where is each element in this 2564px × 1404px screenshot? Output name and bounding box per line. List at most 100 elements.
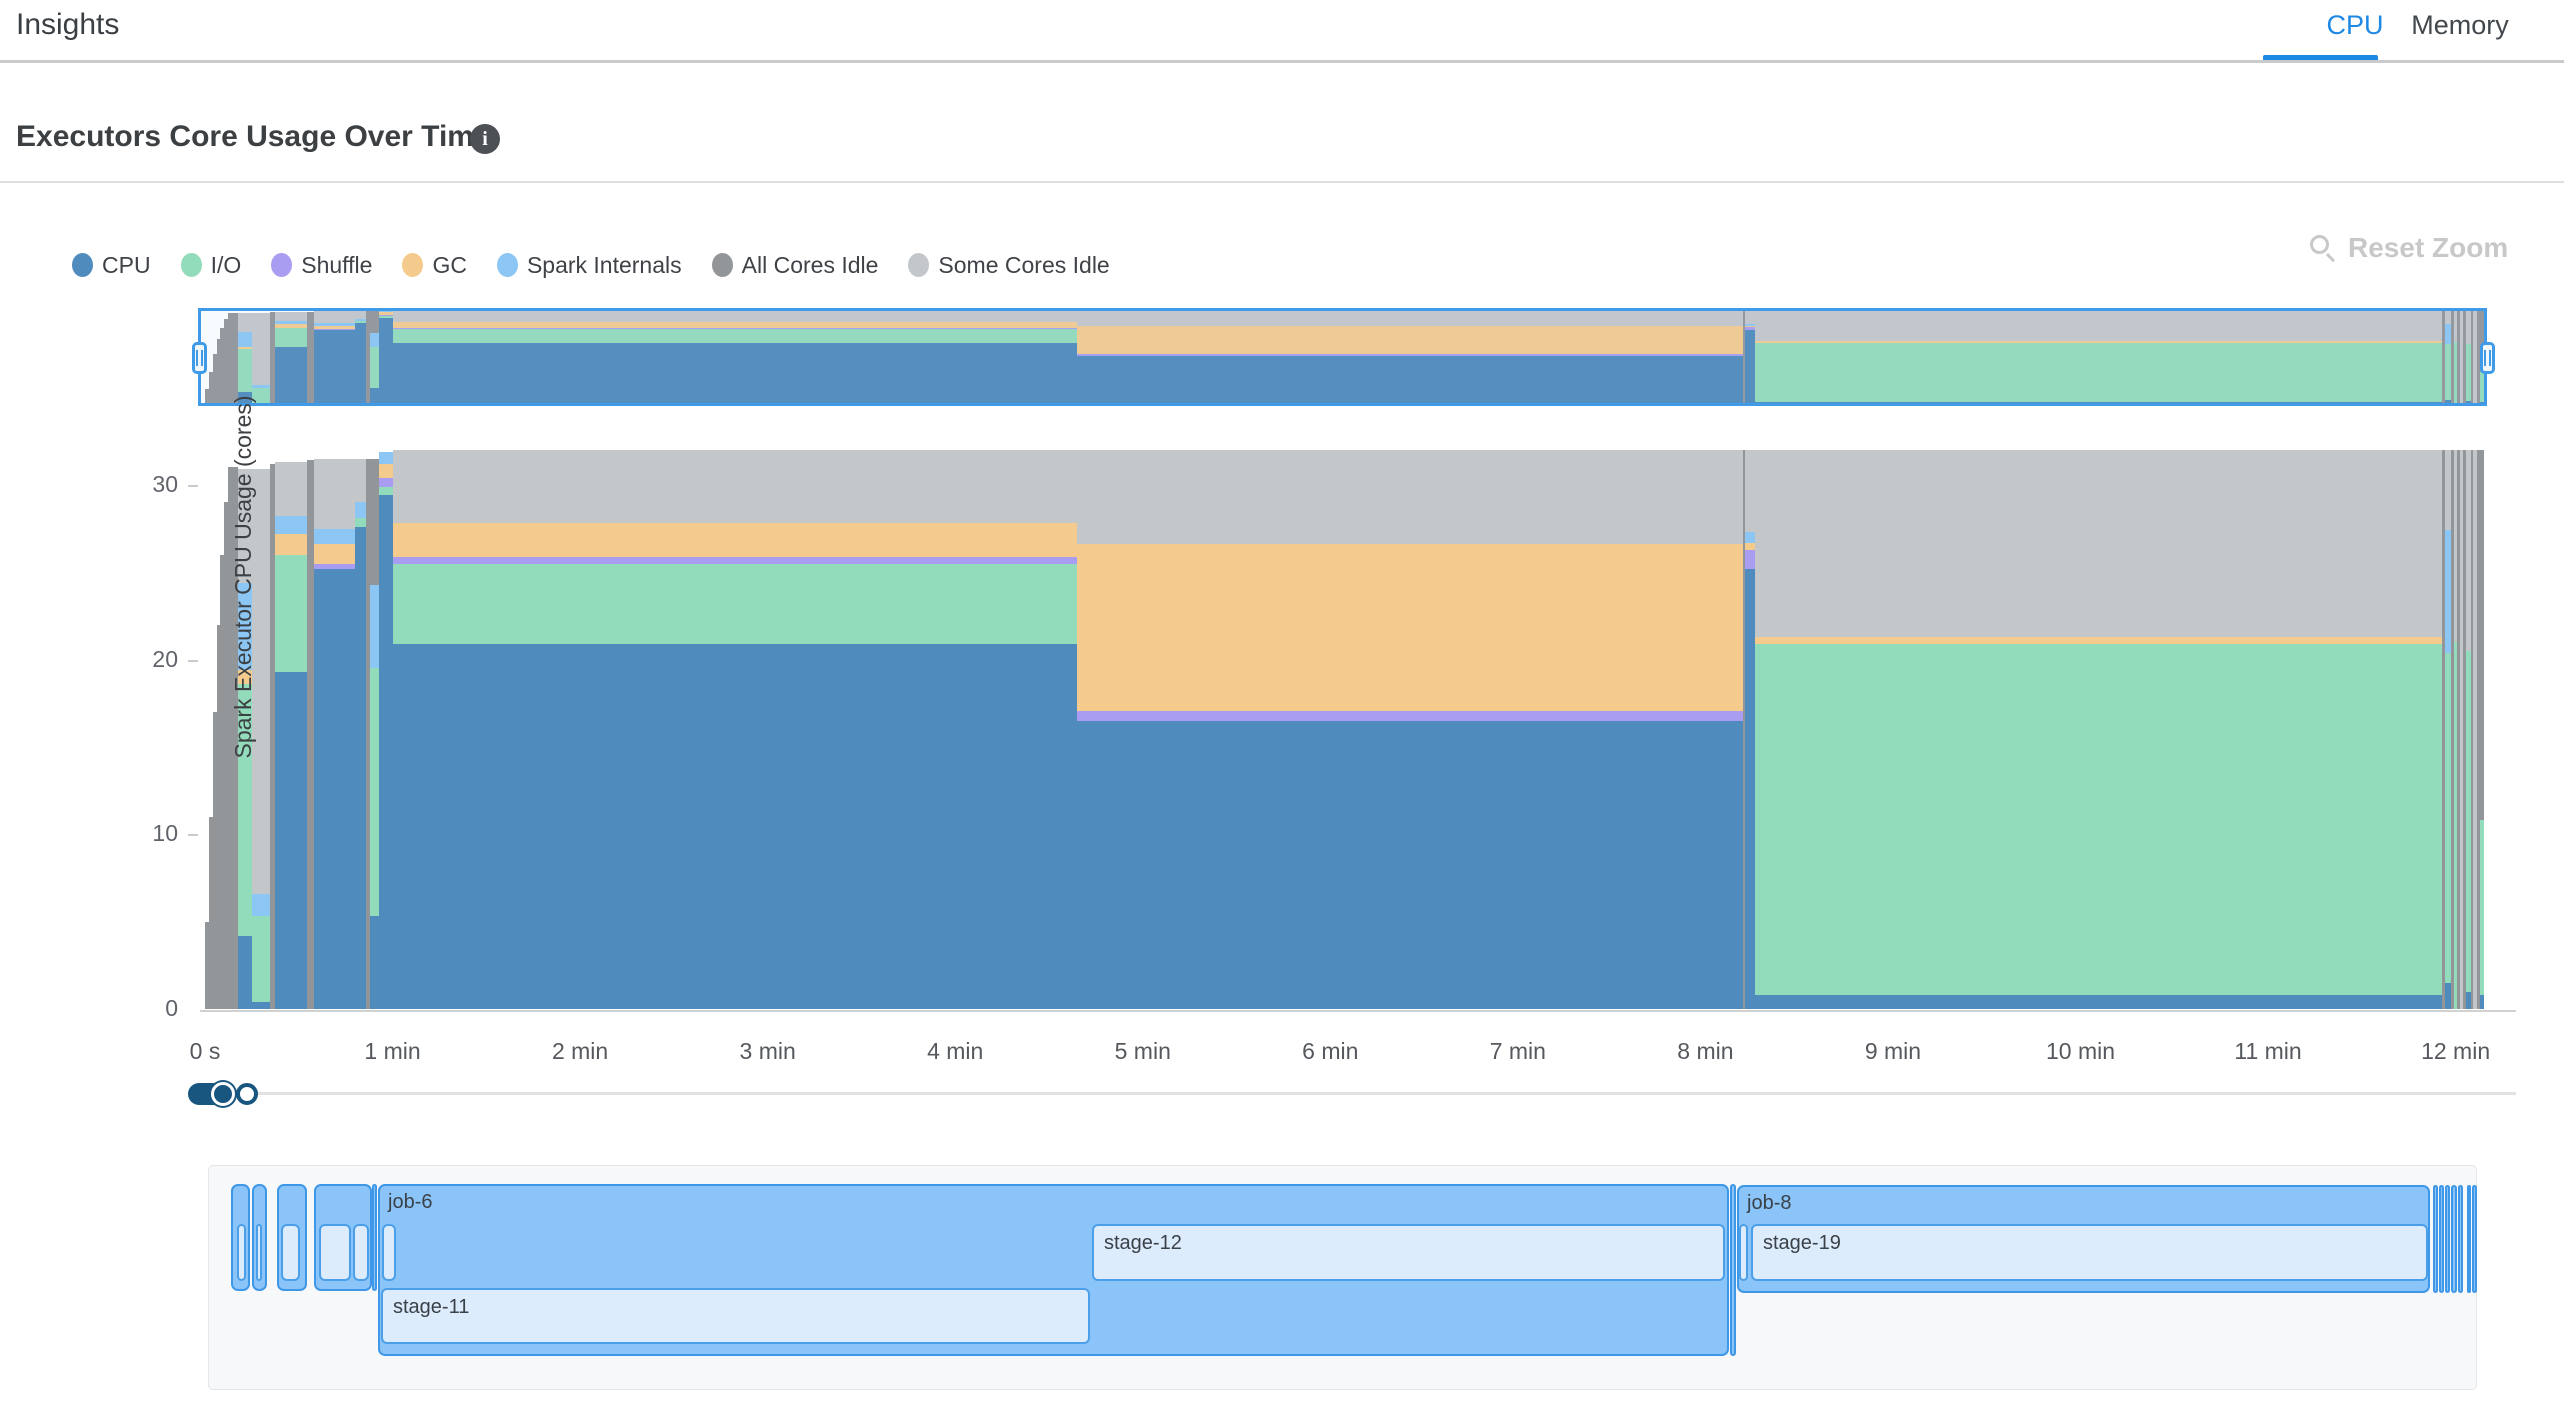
area-segment-cpu (275, 671, 308, 1009)
legend-item-allIdle: All Cores Idle (711, 252, 878, 279)
area-segment-io (251, 388, 270, 403)
x-tick-label: 8 min (1677, 1038, 1734, 1064)
area-segment-io (2465, 650, 2471, 992)
info-icon[interactable]: i (470, 124, 500, 154)
job-bar[interactable] (372, 1184, 377, 1291)
active-tab-underline (2263, 55, 2378, 61)
area-segment-someIdle (2445, 310, 2451, 324)
brush-handle-right[interactable] (2480, 342, 2495, 374)
reset-zoom-label: Reset Zoom (2348, 232, 2509, 263)
job-bar[interactable] (2467, 1185, 2471, 1293)
area-segment-someIdle (392, 450, 1078, 524)
x-tick-label: 7 min (1489, 1038, 1546, 1064)
area-segment-cpu (2445, 399, 2451, 404)
y-tick-mark (188, 659, 198, 662)
main-chart-plot[interactable] (200, 450, 2485, 1009)
job-bar[interactable] (2472, 1185, 2477, 1293)
area-segment-io (2453, 342, 2458, 404)
job-bar[interactable] (2439, 1185, 2444, 1293)
legend-dot-shuffle (271, 253, 293, 277)
area-segment-someIdle (251, 313, 270, 385)
brush-selection[interactable] (198, 308, 2487, 406)
job-bar[interactable] (2445, 1185, 2450, 1293)
legend-dot-cpu (72, 253, 93, 277)
area-segment-gc (313, 325, 356, 330)
area-segment-cpu (355, 322, 367, 404)
job-bar[interactable] (2451, 1185, 2457, 1293)
timeline-slider-handle-left[interactable] (211, 1082, 235, 1106)
area-segment-spark (379, 310, 393, 313)
tab-memory[interactable]: Memory (2411, 10, 2509, 40)
tab-cpu[interactable]: CPU (2326, 10, 2384, 40)
stage-bar[interactable] (256, 1224, 262, 1281)
area-segment-someIdle (275, 312, 308, 322)
stage-bar[interactable] (353, 1224, 369, 1281)
area-segment-io (392, 329, 1078, 343)
area-segment-io (2445, 344, 2451, 400)
area-segment-someIdle (1745, 310, 1755, 324)
legend-dot-allIdle (711, 253, 733, 277)
area-segment-gc (1754, 636, 2443, 644)
area-segment-shuffle (313, 563, 356, 569)
section-title: Executors Core Usage Over Time (16, 120, 491, 153)
area-segment-someIdle (2465, 310, 2471, 344)
area-segment-spark (237, 332, 252, 348)
area-segment-shuffle (1745, 326, 1755, 330)
job-bar[interactable] (2458, 1185, 2463, 1293)
area-segment-io (2479, 372, 2484, 402)
area-segment-spark (369, 332, 380, 347)
area-segment-spark (2445, 530, 2451, 653)
area-segment-someIdle (237, 313, 252, 333)
brush-handle-left[interactable] (192, 342, 207, 374)
area-segment-someIdle (2445, 450, 2451, 531)
x-tick-label: 10 min (2045, 1038, 2116, 1064)
area-segment-allIdle (2463, 450, 2466, 1009)
legend-dot-gc (402, 253, 424, 277)
timeline-slider-track[interactable] (254, 1092, 2516, 1095)
area-segment-io (355, 518, 367, 527)
overview-chart[interactable] (200, 310, 2485, 404)
legend-item-gc: GC (402, 252, 467, 279)
area-segment-someIdle (392, 310, 1078, 323)
area-segment-allIdle (209, 371, 213, 404)
timeline-slider-handle-right[interactable] (236, 1083, 258, 1105)
legend-label: Shuffle (301, 251, 373, 278)
x-tick-label: 11 min (2234, 1038, 2302, 1064)
area-segment-allIdle (269, 312, 276, 404)
area-segment-spark (1745, 323, 1755, 326)
job-bar[interactable] (2433, 1185, 2438, 1293)
stage-bar[interactable] (281, 1224, 300, 1281)
stage-bar[interactable] (1739, 1224, 1748, 1281)
area-segment-io (369, 346, 380, 389)
stage-bar[interactable] (319, 1224, 351, 1281)
stage-bar-stage-11[interactable] (381, 1288, 1090, 1344)
magnifier-icon (2310, 235, 2336, 263)
reset-zoom-button[interactable]: Reset Zoom (2310, 232, 2508, 264)
stage-bar-stage-19[interactable] (1751, 1224, 2428, 1281)
area-segment-allIdle (212, 354, 217, 404)
legend-item-io: I/O (180, 252, 241, 279)
area-segment-shuffle (1077, 711, 1743, 721)
x-tick-label: 3 min (739, 1038, 796, 1064)
y-tick-mark (188, 484, 198, 487)
job-bar[interactable] (1730, 1184, 1736, 1356)
area-segment-allIdle (224, 318, 229, 404)
legend-label: Some Cores Idle (938, 251, 1110, 278)
area-segment-gc (237, 670, 252, 685)
area-segment-io (275, 327, 308, 348)
area-segment-allIdle (1742, 310, 1746, 404)
area-segment-gc (1754, 341, 2443, 343)
area-segment-someIdle (1745, 450, 1755, 533)
area-segment-cpu (392, 643, 1078, 1009)
header-divider (0, 60, 2564, 63)
area-segment-shuffle (1077, 353, 1743, 356)
area-segment-allIdle (205, 389, 210, 404)
area-segment-io (2465, 343, 2471, 402)
x-tick-label: 9 min (1864, 1038, 1922, 1064)
area-segment-someIdle (237, 469, 252, 583)
area-segment-shuffle (1745, 549, 1755, 569)
area-segment-io (2453, 642, 2458, 1009)
stage-bar-stage-12[interactable] (1092, 1224, 1725, 1281)
stage-bar[interactable] (237, 1224, 246, 1281)
stage-bar[interactable] (382, 1224, 396, 1281)
